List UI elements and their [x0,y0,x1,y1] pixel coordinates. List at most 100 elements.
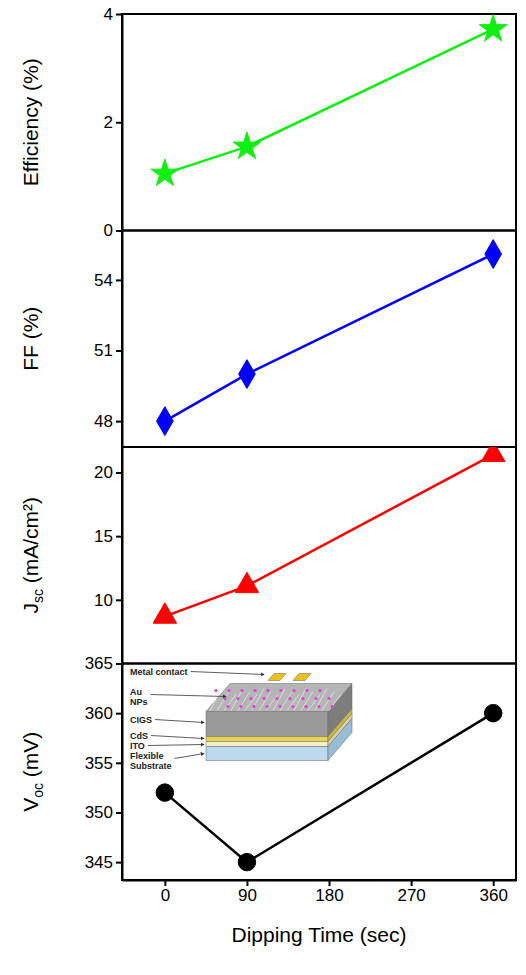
y-tick: 15 [94,527,122,546]
nanowire [287,695,299,711]
au-nanoparticle [226,705,229,708]
y-tick-label: 10 [94,591,113,610]
au-nanoparticle [279,689,282,692]
data-point [156,784,173,801]
au-nanoparticle [314,697,317,700]
y-tick: 2 [104,113,122,132]
plot-frame [122,664,516,881]
y-tick: 360 [85,704,122,723]
au-nanoparticle [262,697,265,700]
au-nanoparticle [223,697,226,700]
x-tick-label: 0 [161,886,170,905]
nanowire [224,695,236,711]
data-point [481,447,505,461]
data-point [153,603,177,623]
x-tick: 0 [161,880,170,905]
y-tick-label: 51 [94,341,113,360]
nanowire [294,689,306,711]
x-tick-label: 270 [397,886,425,905]
nanowire [280,692,292,711]
nanowire [315,689,327,711]
y-tick: 10 [94,591,122,610]
au-nanoparticle [291,705,294,708]
panel: 10 15 20 Jsc (mA/cm²) [19,441,516,664]
x-tick-label: 360 [480,886,508,905]
y-tick: 0 [104,221,122,240]
au-nanoparticle [252,705,255,708]
au-nanoparticle [265,705,268,708]
au-nanoparticle [253,689,256,692]
data-point [151,159,179,185]
y-tick: 345 [85,853,122,872]
data-line [165,254,493,421]
au-nanoparticle [236,697,239,700]
au-nanoparticle [278,705,281,708]
cds-layer [206,737,328,742]
annotation-arrow [151,695,226,697]
au-nanoparticle [266,689,269,692]
au-nanoparticle [288,697,291,700]
nanowire [329,695,341,711]
au-nanoparticle [317,705,320,708]
y-tick-label: 350 [85,803,113,822]
y-tick: 20 [94,463,122,482]
au-nanoparticle [275,697,278,700]
y-axis-title: Jsc (mA/cm²) [19,497,46,614]
y-axis-title: Efficiency (%) [19,58,42,186]
plot-frame [122,231,516,448]
annotation: Flexible Substrate [130,751,172,771]
y-tick: 355 [85,754,122,773]
nanowire [238,692,250,711]
x-tick: 90 [238,880,257,905]
annotation-arrow [148,745,204,746]
annotation: CIGS [130,715,152,725]
annotation: Au NPs [130,687,148,707]
nanowire [301,692,313,711]
x-axis-title: Dipping Time (sec) [231,923,406,946]
data-line [165,29,493,174]
data-layer [153,447,505,623]
data-point [238,853,255,870]
nanowire [266,695,278,711]
y-tick-label: 2 [104,113,113,132]
au-nanoparticle [305,689,308,692]
y-tick-label: 0 [104,221,113,240]
annotation-arrow [155,720,204,723]
au-nanoparticle [304,705,307,708]
data-line [165,455,493,617]
nanowire [259,692,271,711]
data-point [484,704,501,721]
annotation-arrow [175,754,204,759]
nanowire [252,689,264,711]
y-tick-label: 345 [85,853,113,872]
data-point [233,132,261,158]
x-tick-label: 180 [315,886,343,905]
metal-contact [293,674,311,681]
nanowire [273,689,285,711]
y-axis: 485154 [94,231,122,448]
y-tick: 51 [94,341,122,360]
x-axis: 0 90 180 270 360 [123,880,517,905]
data-layer [151,15,507,186]
au-nanoparticle [318,689,321,692]
cigs-top [206,684,352,712]
y-tick: 365 [85,654,122,673]
x-tick: 360 [480,880,508,905]
ito-layer [206,742,328,747]
au-nanoparticle [330,705,333,708]
annotation: Metal contact [130,667,188,677]
au-nanoparticle [240,689,243,692]
annotation-arrow [191,672,264,675]
au-nanoparticle [327,697,330,700]
x-tick-label: 90 [238,886,257,905]
y-tick-label: 4 [104,5,113,24]
y-axis-title: FF (%) [19,307,42,371]
x-tick: 180 [315,880,343,905]
panel: 485154FF (%) [19,231,516,448]
data-layer [157,240,502,436]
y-tick-label: 48 [94,412,113,431]
nanowire [217,692,229,711]
annotation: ITO [130,741,145,751]
nanowire [308,695,320,711]
au-nanoparticle [292,689,295,692]
